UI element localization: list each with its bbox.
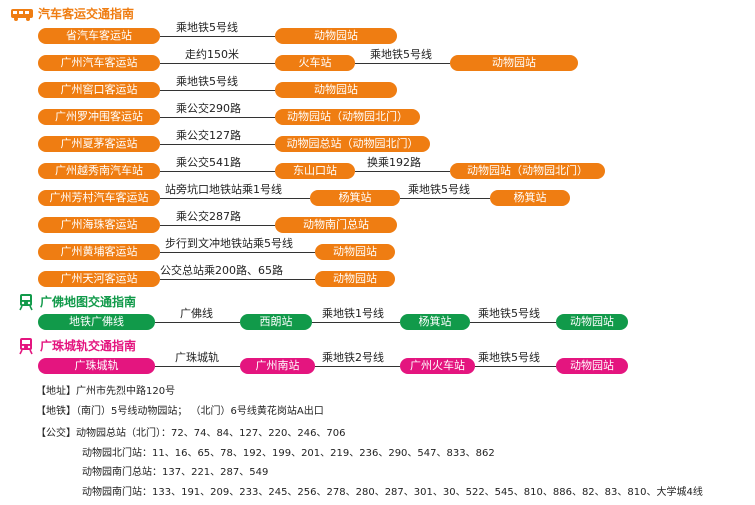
destination-station-pill: 火车站 xyxy=(275,55,355,71)
transfer-label: 乘公交127路 xyxy=(176,129,241,142)
origin-station-pill: 广州芳村汽车客运站 xyxy=(38,190,160,206)
train-icon xyxy=(19,294,33,311)
transfer-label: 乘公交290路 xyxy=(176,102,241,115)
destination-station-pill: 动物园站（动物园北门） xyxy=(275,109,420,125)
route-connector-line xyxy=(160,36,275,37)
destination-station-pill: 动物园站 xyxy=(275,82,397,98)
route-connector-line xyxy=(155,322,240,323)
transfer-label: 乘公交541路 xyxy=(176,156,241,169)
route-connector-line xyxy=(475,366,556,367)
origin-station-pill: 广州黄埔客运站 xyxy=(38,244,160,260)
destination-station-pill: 动物园站 xyxy=(315,271,395,287)
destination-station-pill: 动物园总站（动物园北门） xyxy=(275,136,430,152)
transfer-label: 乘地铁5号线 xyxy=(478,307,540,320)
transfer-label: 换乘192路 xyxy=(367,156,421,169)
transfer-label: 乘公交287路 xyxy=(176,210,241,223)
origin-station-pill: 广州海珠客运站 xyxy=(38,217,160,233)
destination-station-pill: 西朗站 xyxy=(240,314,312,330)
destination-station-pill: 动物园站 xyxy=(275,28,397,44)
route-connector-line xyxy=(355,63,450,64)
metro-text: 【地铁】（南门）5号线动物园站； （北门）6号线黄花岗站A出口 xyxy=(36,406,324,417)
transfer-label: 走约150米 xyxy=(185,48,239,61)
guangzhu-section-title: 广珠城轨交通指南 xyxy=(40,339,137,353)
origin-station-pill: 广州罗冲围客运站 xyxy=(38,109,160,125)
transfer-label: 乘地铁5号线 xyxy=(408,183,470,196)
transfer-label: 公交总站乘200路、65路 xyxy=(160,264,283,277)
train-icon xyxy=(19,338,33,355)
destination-station-pill: 动物园站 xyxy=(556,358,628,374)
destination-station-pill: 广州南站 xyxy=(240,358,315,374)
route-connector-line xyxy=(155,366,240,367)
origin-station-pill: 广州天河客运站 xyxy=(38,271,160,287)
destination-station-pill: 动物南门总站 xyxy=(275,217,397,233)
destination-station-pill: 动物园站 xyxy=(556,314,628,330)
bus-section-title: 汽车客运交通指南 xyxy=(38,7,135,21)
destination-station-pill: 动物园站 xyxy=(450,55,578,71)
bus-icon xyxy=(11,9,33,21)
destination-station-pill: 东山口站 xyxy=(275,163,355,179)
transfer-label: 乘地铁5号线 xyxy=(370,48,432,61)
address-text: 【地址】广州市先烈中路120号 xyxy=(36,386,176,397)
transfer-label: 乘地铁1号线 xyxy=(322,307,384,320)
route-connector-line xyxy=(160,279,315,280)
route-connector-line xyxy=(470,322,556,323)
transfer-label: 乘地铁5号线 xyxy=(176,75,238,88)
transfer-label: 广珠城轨 xyxy=(175,351,219,364)
route-connector-line xyxy=(160,90,275,91)
route-connector-line xyxy=(160,198,310,199)
transfer-label: 乘地铁5号线 xyxy=(478,351,540,364)
destination-station-pill: 杨箕站 xyxy=(490,190,570,206)
route-connector-line xyxy=(160,225,275,226)
destination-station-pill: 动物园站 xyxy=(315,244,395,260)
origin-station-pill: 地铁广佛线 xyxy=(38,314,155,330)
route-connector-line xyxy=(160,63,275,64)
origin-station-pill: 广州夏茅客运站 xyxy=(38,136,160,152)
south-stop-text: 动物园南门站：133、191、209、233、245、256、278、280、2… xyxy=(82,487,703,498)
north-stop-text: 动物园北门站：11、16、65、78、192、199、201、219、236、2… xyxy=(82,448,495,459)
bus-lines-text: 【公交】动物园总站（北门）：72、74、84、127、220、246、706 xyxy=(36,428,346,439)
route-connector-line xyxy=(160,144,275,145)
route-connector-line xyxy=(312,322,400,323)
route-connector-line xyxy=(160,171,275,172)
origin-station-pill: 广州窖口客运站 xyxy=(38,82,160,98)
destination-station-pill: 动物园站（动物园北门） xyxy=(450,163,605,179)
transfer-label: 广佛线 xyxy=(180,307,213,320)
origin-station-pill: 省汽车客运站 xyxy=(38,28,160,44)
route-connector-line xyxy=(315,366,400,367)
transfer-label: 乘地铁2号线 xyxy=(322,351,384,364)
destination-station-pill: 杨箕站 xyxy=(400,314,470,330)
route-connector-line xyxy=(160,117,275,118)
guangfo-section-title: 广佛地图交通指南 xyxy=(40,295,137,309)
transfer-label: 乘地铁5号线 xyxy=(176,21,238,34)
south-terminal-text: 动物园南门总站：137、221、287、549 xyxy=(82,467,269,478)
route-connector-line xyxy=(400,198,490,199)
route-connector-line xyxy=(160,252,315,253)
origin-station-pill: 广州越秀南汽车站 xyxy=(38,163,160,179)
destination-station-pill: 杨箕站 xyxy=(310,190,400,206)
origin-station-pill: 广珠城轨 xyxy=(38,358,155,374)
route-connector-line xyxy=(355,171,450,172)
transfer-label: 步行到文冲地铁站乘5号线 xyxy=(165,237,293,250)
origin-station-pill: 广州汽车客运站 xyxy=(38,55,160,71)
transfer-label: 站旁坑口地铁站乘1号线 xyxy=(165,183,282,196)
destination-station-pill: 广州火车站 xyxy=(400,358,475,374)
